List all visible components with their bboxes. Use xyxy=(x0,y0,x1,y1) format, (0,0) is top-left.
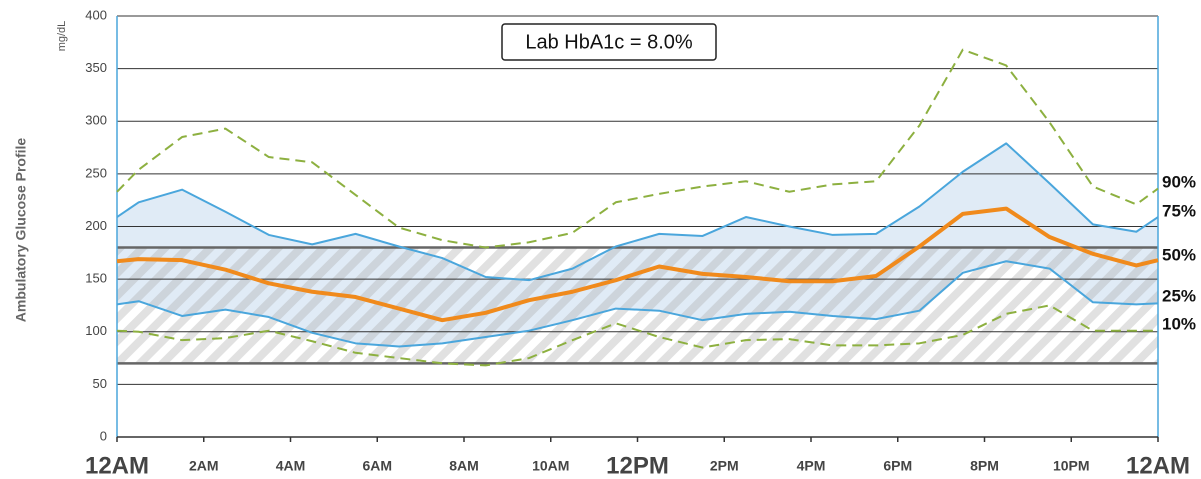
x-tick-label: 8AM xyxy=(449,458,479,474)
percentile-label: 75% xyxy=(1162,201,1196,220)
y-axis-title: Ambulatory Glucose Profile xyxy=(13,138,29,323)
annotation: Lab HbA1c = 8.0% xyxy=(525,31,693,53)
percentile-line xyxy=(116,260,1159,348)
x-tick-label: 12PM xyxy=(606,452,669,479)
percentile-label: 50% xyxy=(1162,245,1196,264)
y-tick-label: 350 xyxy=(85,60,107,75)
percentile-label: 10% xyxy=(1162,314,1196,333)
y-tick-label: 400 xyxy=(85,7,107,22)
x-tick-label: 4PM xyxy=(797,458,826,474)
x-tick-label: 12AM xyxy=(85,452,149,479)
percentile-line xyxy=(116,206,1159,323)
x-tick-label: 6AM xyxy=(362,458,392,474)
plot: 0 50 100 150 200 250 300 350 400 12AM 2AM 4AM 6AM 8AM… xyxy=(85,7,1196,479)
x-tick-label: 8PM xyxy=(970,458,999,474)
y-tick-label: 50 xyxy=(93,376,107,391)
percentile-line xyxy=(116,142,1159,282)
y-unit: mg/dL xyxy=(56,21,68,52)
x-tick-label: 10PM xyxy=(1053,458,1090,474)
target-range xyxy=(117,247,1158,364)
x-tick-label: 6PM xyxy=(883,458,912,474)
y-tick-label: 250 xyxy=(85,165,107,180)
percentile-label: 90% xyxy=(1162,172,1196,191)
x-tick-label: 2PM xyxy=(710,458,739,474)
y-tick-label: 100 xyxy=(85,323,107,338)
y-tick-label: 300 xyxy=(85,113,107,128)
percentile-line xyxy=(116,304,1158,367)
y-tick-label: 200 xyxy=(85,218,107,233)
x-tick-label: 10AM xyxy=(532,458,569,474)
x-tick-label: 2AM xyxy=(189,458,219,474)
y-tick-label: 150 xyxy=(85,271,107,286)
annotation-box xyxy=(501,23,717,61)
x-tick-label: 12AM xyxy=(1126,452,1190,479)
y-tick-label: 0 xyxy=(100,428,107,443)
percentile-label: 25% xyxy=(1162,286,1196,305)
x-tick-label: 4AM xyxy=(276,458,306,474)
percentile-line xyxy=(116,48,1159,249)
